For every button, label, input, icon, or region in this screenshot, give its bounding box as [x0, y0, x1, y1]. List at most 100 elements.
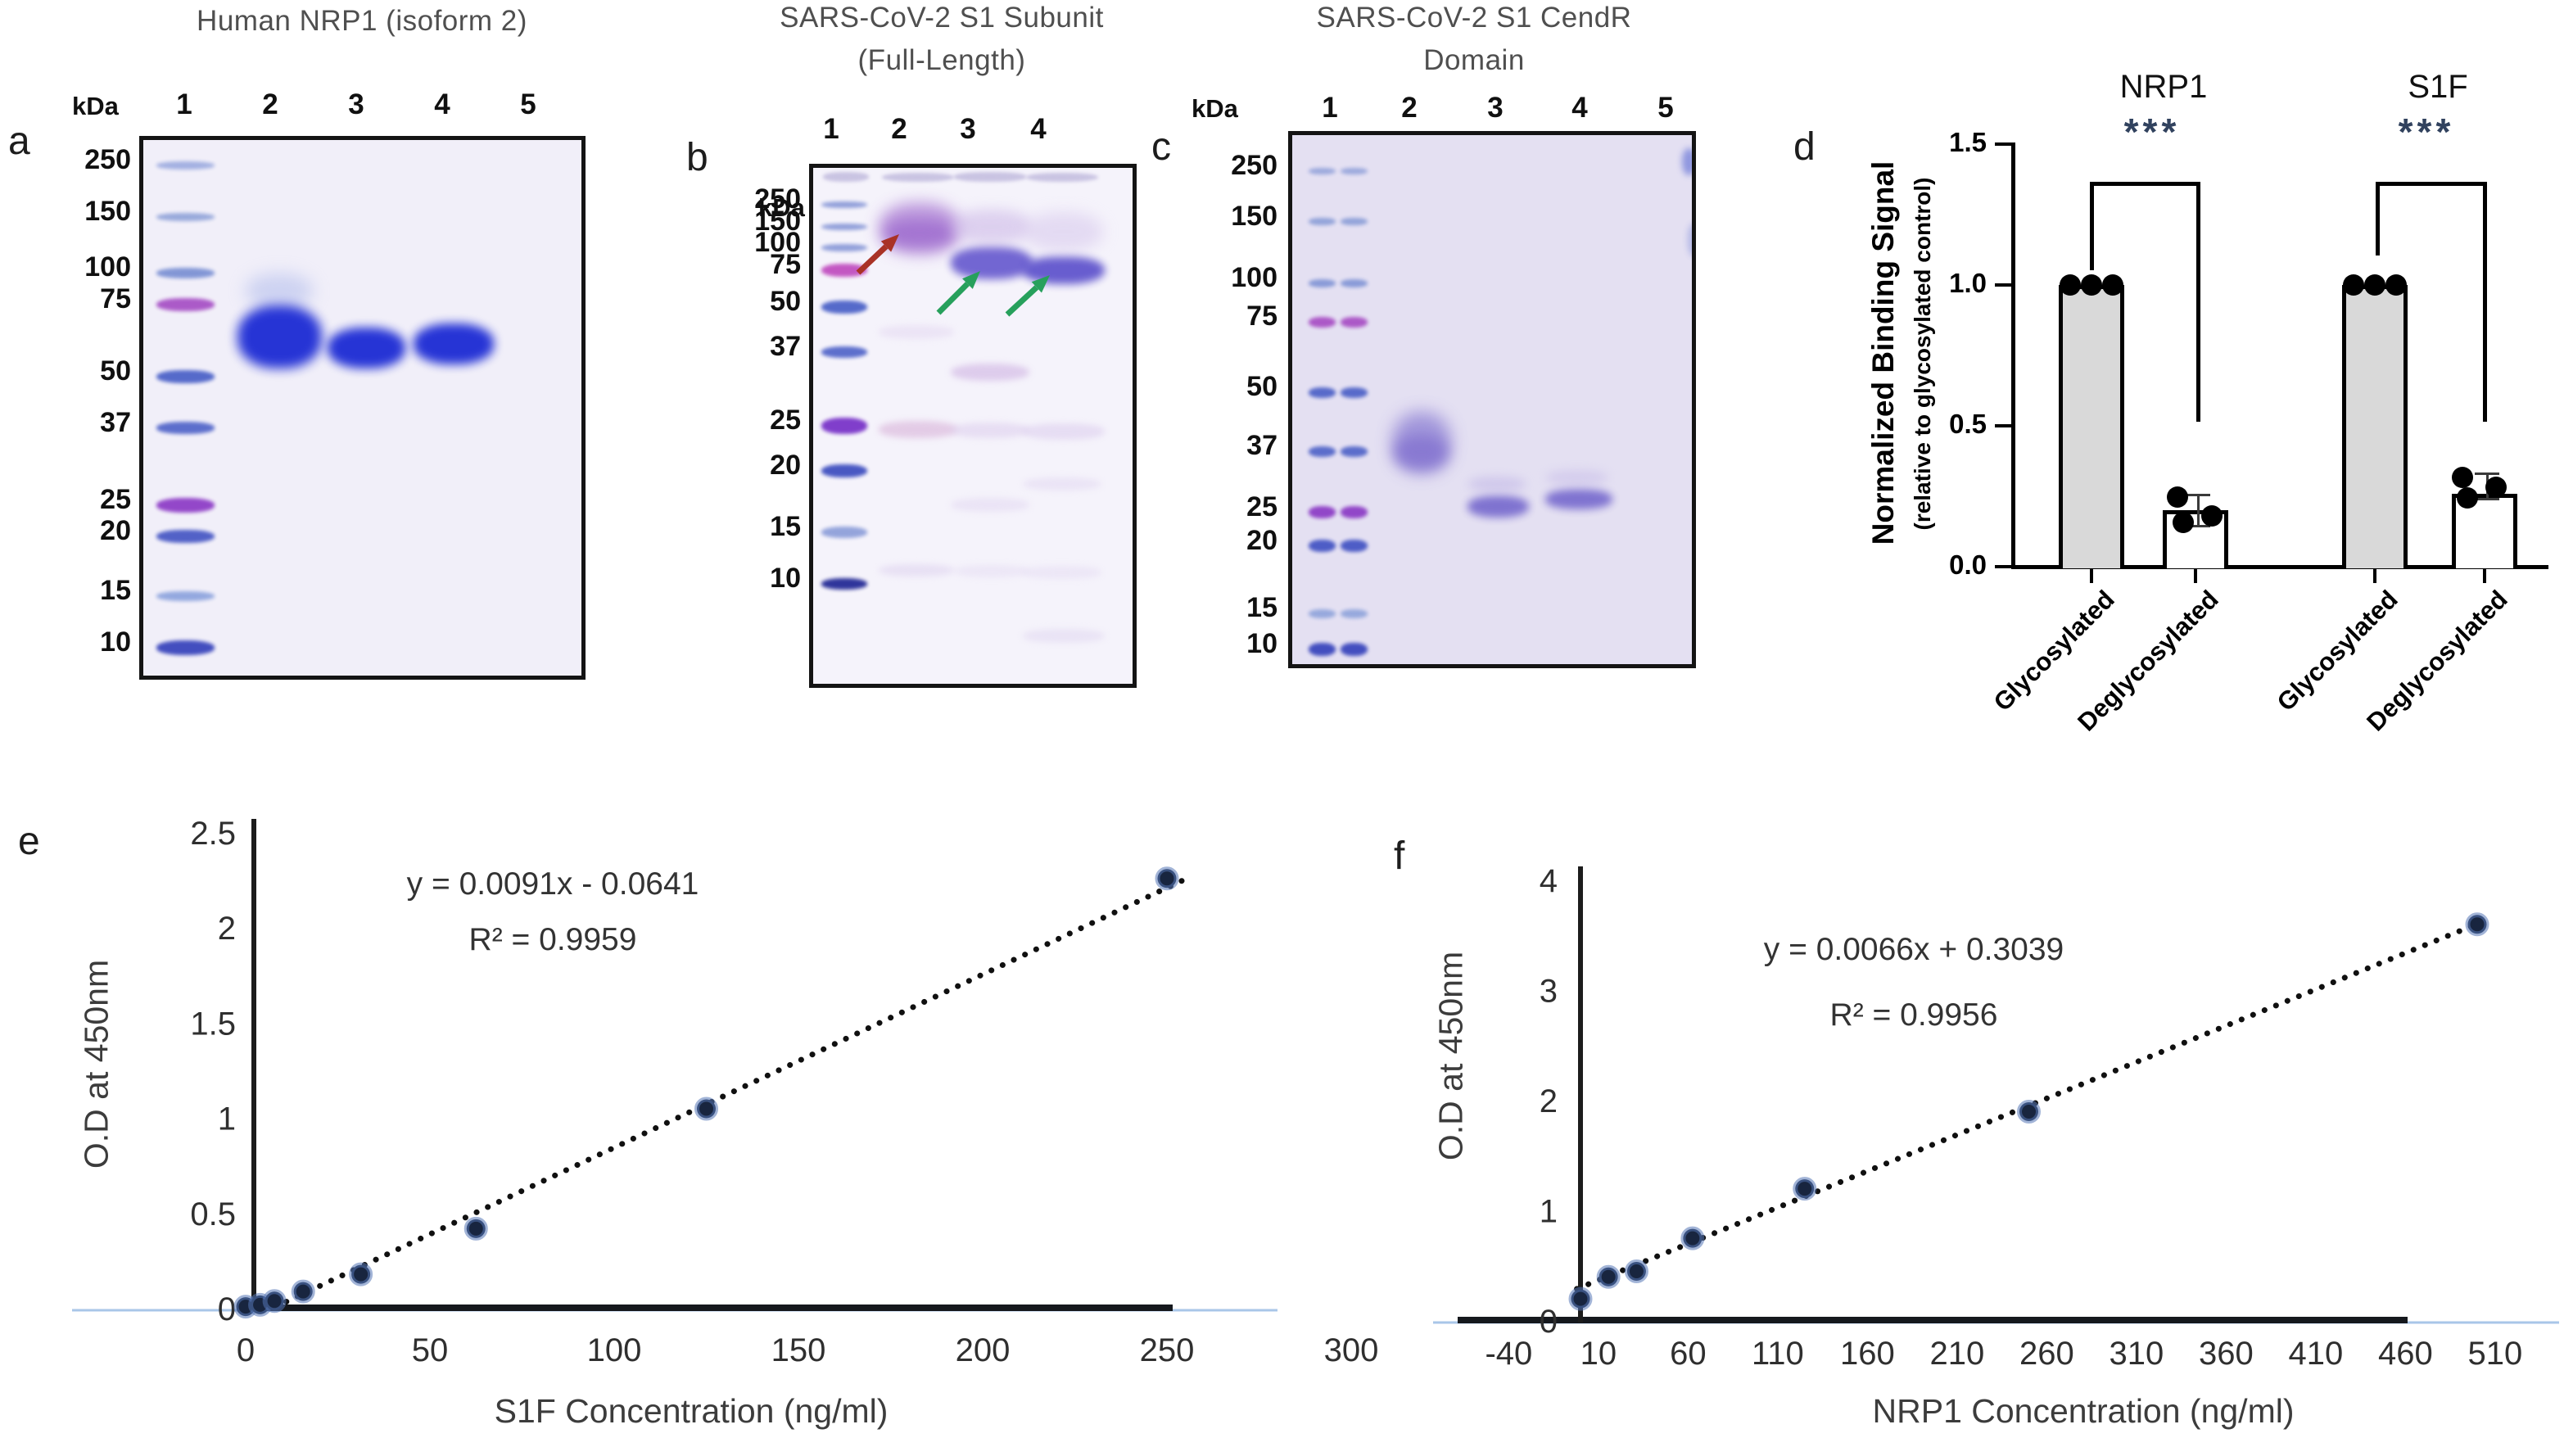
ladder-label: 250 — [754, 183, 801, 215]
ladder-label: 100 — [84, 251, 131, 283]
error-bar-cap — [2186, 494, 2210, 497]
protein-band — [1681, 148, 1692, 176]
ladder-band — [1340, 540, 1368, 553]
ladder-label: 50 — [100, 355, 131, 387]
protein-band — [951, 246, 1033, 279]
scatter-data-point — [1155, 866, 1179, 891]
ladder-label: 75 — [770, 248, 801, 280]
protein-band — [1023, 477, 1101, 491]
ladder-band — [821, 201, 867, 208]
lane-number: 2 — [262, 88, 278, 120]
scatter-data-point — [1596, 1264, 1621, 1289]
scatter-data-point — [1680, 1226, 1705, 1250]
ladder-band — [156, 498, 215, 513]
ladder-band — [821, 578, 867, 590]
panel-label-c: c — [1151, 125, 1171, 169]
protein-band — [1023, 423, 1105, 440]
x-tick-label: 460 — [2378, 1336, 2433, 1372]
ladder-band — [156, 369, 215, 383]
x-tick-mark — [2090, 568, 2093, 583]
protein-band — [952, 210, 1031, 244]
gel-image — [809, 164, 1137, 688]
ladder-band — [821, 463, 867, 477]
scatter-data-point — [1624, 1259, 1648, 1283]
significance-bracket — [2376, 182, 2487, 186]
ladder-band — [1308, 445, 1336, 457]
bar — [2059, 285, 2124, 568]
trendline-equation: y = 0.0066x + 0.3039 — [1763, 932, 2064, 967]
ladder-label: 20 — [770, 449, 801, 481]
protein-band — [1026, 172, 1098, 183]
x-tick-label: 410 — [2289, 1336, 2344, 1372]
protein-band — [1024, 212, 1103, 252]
ladder-band — [1308, 540, 1336, 553]
protein-band — [951, 498, 1029, 512]
gel-title-line: SARS-CoV-2 S1 CendR — [1316, 2, 1632, 34]
x-tick-label: 210 — [1930, 1336, 1985, 1372]
x-tick-label: 360 — [2199, 1336, 2254, 1372]
gel-image — [139, 136, 586, 680]
group-label: NRP1 — [2119, 69, 2208, 105]
scatter-data-point — [262, 1289, 287, 1314]
data-point-dot — [2457, 487, 2478, 509]
protein-band — [951, 423, 1029, 439]
y-tick-mark — [1995, 283, 2011, 287]
panel-label-f: f — [1394, 834, 1405, 878]
y-tick-label: 1 — [218, 1101, 236, 1137]
y-tick-label: 0.0 — [1949, 549, 1987, 580]
ladder-band — [1308, 167, 1336, 174]
ladder-label: 15 — [1246, 592, 1277, 624]
protein-band — [954, 565, 1029, 578]
protein-band — [823, 172, 869, 182]
lane-number: 5 — [520, 88, 536, 120]
x-tick-label: 160 — [1840, 1336, 1895, 1372]
ladder-label: 25 — [1246, 491, 1277, 522]
y-tick-label: 2 — [218, 911, 236, 947]
trendline-equation: y = 0.0091x - 0.0641 — [406, 866, 699, 902]
panel-label-b: b — [686, 136, 708, 179]
x-tick-label: 60 — [1670, 1336, 1706, 1372]
gel-title-line: (Full-Length) — [857, 44, 1026, 76]
protein-band — [882, 172, 954, 183]
x-tick-label: -40 — [1485, 1336, 1532, 1372]
ladder-band — [821, 417, 867, 434]
lane-number: 2 — [891, 113, 907, 145]
y-tick-label: 2.5 — [190, 816, 236, 852]
kda-label: kDa — [1192, 94, 1238, 123]
protein-band — [1395, 436, 1449, 468]
gel-image — [1288, 131, 1696, 668]
significance-bracket — [2090, 182, 2200, 186]
x-tick-label: 100 — [587, 1332, 642, 1368]
kda-label: kDa — [758, 193, 805, 222]
data-point-dot — [2060, 274, 2081, 296]
panel-label-e: e — [18, 820, 40, 863]
ladder-label: 100 — [754, 226, 801, 258]
x-tick-mark — [2194, 568, 2197, 583]
error-bar-cap — [2475, 498, 2499, 501]
ladder-band — [1340, 316, 1368, 328]
ladder-band — [1340, 218, 1368, 226]
y-axis-line — [2011, 142, 2015, 569]
x-tick-label: 50 — [412, 1332, 449, 1368]
protein-band — [237, 305, 322, 369]
lane-number: 3 — [1487, 92, 1504, 124]
x-tick-label: 110 — [1752, 1336, 1804, 1372]
lane-number: 4 — [434, 88, 450, 120]
ladder-label: 75 — [1246, 301, 1277, 332]
data-point-dot — [2167, 486, 2188, 509]
lane-number: 3 — [960, 113, 976, 145]
green-arrow — [1005, 285, 1039, 317]
x-tick-label: 150 — [771, 1332, 826, 1368]
ladder-band — [156, 640, 215, 656]
significance-stars: *** — [2398, 111, 2455, 153]
ladder-label: 37 — [770, 331, 801, 363]
protein-band — [1468, 477, 1526, 492]
ladder-band — [1340, 445, 1368, 457]
ladder-label: 250 — [84, 144, 131, 176]
green-arrow — [936, 282, 970, 315]
ladder-label: 75 — [100, 283, 131, 315]
scatter-data-point — [1568, 1286, 1593, 1311]
x-tick-label: 200 — [956, 1332, 1011, 1368]
protein-band — [1467, 495, 1529, 518]
x-tick-mark — [2373, 568, 2376, 583]
